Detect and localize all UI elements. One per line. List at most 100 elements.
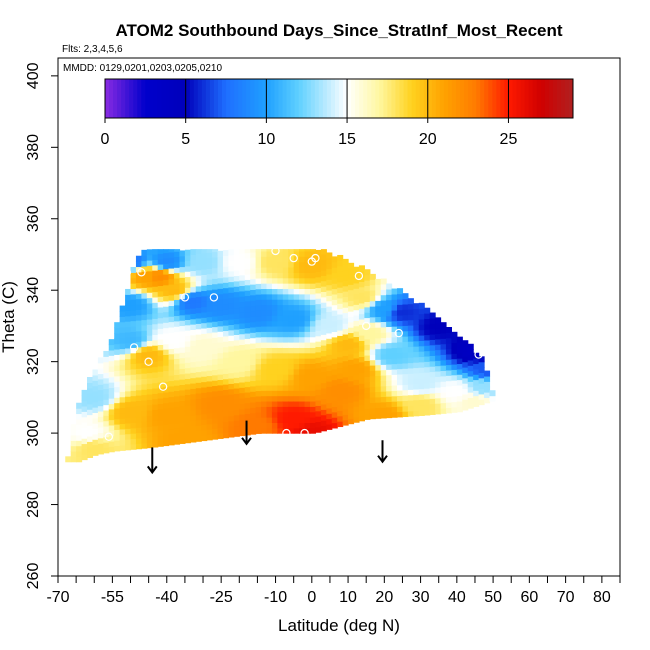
heatmap-cell	[380, 283, 387, 290]
heatmap-cell	[157, 328, 164, 335]
heatmap-cell	[114, 322, 121, 329]
heatmap-cell	[130, 315, 137, 322]
heatmap-cell	[277, 400, 284, 407]
heatmap-cell	[125, 396, 132, 403]
heatmap-cell	[146, 388, 153, 395]
y-tick-label: 340	[25, 277, 42, 304]
heatmap-cell	[141, 346, 148, 353]
heatmap-cell	[244, 311, 251, 318]
heatmap-cell	[130, 320, 137, 327]
heatmap-cell	[233, 371, 240, 378]
heatmap-cell	[358, 372, 365, 379]
heatmap-cell	[304, 379, 311, 386]
heatmap-cell	[114, 418, 121, 425]
x-tick-label: -25	[210, 589, 233, 606]
heatmap-cell	[184, 394, 191, 401]
heatmap-cell	[108, 365, 115, 372]
heatmap-cell	[103, 393, 110, 400]
heatmap-cell	[467, 397, 474, 404]
heatmap-cell	[364, 408, 371, 415]
heatmap-cell	[445, 402, 452, 408]
heatmap-cell	[435, 338, 442, 345]
x-tick-label: -70	[46, 589, 69, 606]
heatmap-cell	[233, 366, 240, 373]
heatmap-cell	[304, 417, 311, 423]
heatmap-cell	[135, 378, 142, 385]
heatmap-cell	[288, 379, 295, 386]
heatmap-cell	[353, 400, 360, 407]
heatmap-cell	[206, 359, 213, 366]
heatmap-cell	[293, 411, 300, 418]
heatmap-cell	[391, 379, 398, 386]
heatmap-cell	[163, 322, 170, 329]
heatmap-cell	[119, 343, 126, 350]
heatmap-cell	[157, 365, 164, 372]
heatmap-cell	[435, 365, 442, 372]
heatmap-cell	[309, 363, 317, 370]
heatmap-cell	[163, 391, 170, 398]
heatmap-cell	[201, 333, 208, 340]
heatmap-cell	[152, 339, 159, 346]
heatmap-cell	[103, 420, 110, 427]
heatmap-cell	[125, 337, 132, 344]
heatmap-cell	[146, 345, 153, 352]
heatmap-cell	[309, 406, 317, 413]
heatmap-cell	[380, 391, 387, 398]
heatmap-cell	[108, 430, 115, 437]
heatmap-cell	[201, 317, 208, 324]
heatmap-cell	[217, 261, 224, 268]
heatmap-cell	[146, 426, 153, 433]
heatmap-cell	[326, 381, 333, 388]
heatmap-cell	[92, 396, 99, 403]
heatmap-cell	[299, 277, 306, 284]
heatmap-cell	[424, 404, 431, 411]
heatmap-cell	[233, 259, 240, 266]
heatmap-cell	[222, 341, 230, 348]
colorbar-tick-label: 25	[500, 131, 518, 148]
heatmap-cell	[212, 262, 219, 269]
heatmap-cell	[163, 397, 170, 404]
heatmap-cell	[304, 304, 311, 311]
heatmap-cell	[195, 339, 202, 346]
heatmap-cell	[293, 336, 300, 343]
heatmap-cell	[451, 363, 458, 370]
heatmap-cell	[152, 382, 159, 389]
heatmap-cell	[184, 260, 191, 267]
heatmap-cell	[255, 294, 262, 300]
heatmap-cell	[135, 346, 142, 353]
heatmap-cell	[146, 340, 153, 347]
heatmap-cell	[402, 411, 409, 418]
x-tick-label: -40	[155, 589, 178, 606]
colorbar-segment	[391, 79, 396, 118]
heatmap-cell	[402, 352, 409, 359]
heatmap-cell	[348, 407, 355, 414]
heatmap-cell	[81, 400, 88, 407]
heatmap-cell	[309, 384, 317, 391]
heatmap-cell	[135, 303, 142, 310]
heatmap-cell	[375, 407, 382, 414]
heatmap-cell	[141, 405, 148, 412]
heatmap-cell	[184, 314, 191, 320]
heatmap-cell	[467, 381, 474, 388]
heatmap-cell	[353, 336, 360, 343]
heatmap-cell	[451, 396, 458, 403]
heatmap-cell	[255, 272, 262, 279]
sample-marker	[282, 428, 291, 438]
heatmap-cell	[282, 358, 289, 365]
heatmap-cell	[184, 276, 191, 283]
heatmap-cell	[369, 386, 376, 393]
heatmap-cell	[255, 352, 262, 359]
heatmap-cell	[244, 397, 251, 404]
heatmap-cell	[141, 255, 148, 262]
heatmap-cell	[190, 345, 197, 352]
heatmap-cell	[261, 331, 268, 338]
heatmap-cell	[217, 293, 224, 300]
heatmap-cell	[244, 290, 251, 297]
heatmap-cell	[141, 410, 148, 417]
heatmap-cell	[174, 326, 181, 333]
heatmap-cell	[282, 320, 289, 327]
heatmap-cell	[369, 327, 376, 334]
heatmap-cell	[141, 383, 148, 390]
heatmap-cell	[320, 302, 327, 309]
heatmap-cell	[304, 390, 311, 397]
